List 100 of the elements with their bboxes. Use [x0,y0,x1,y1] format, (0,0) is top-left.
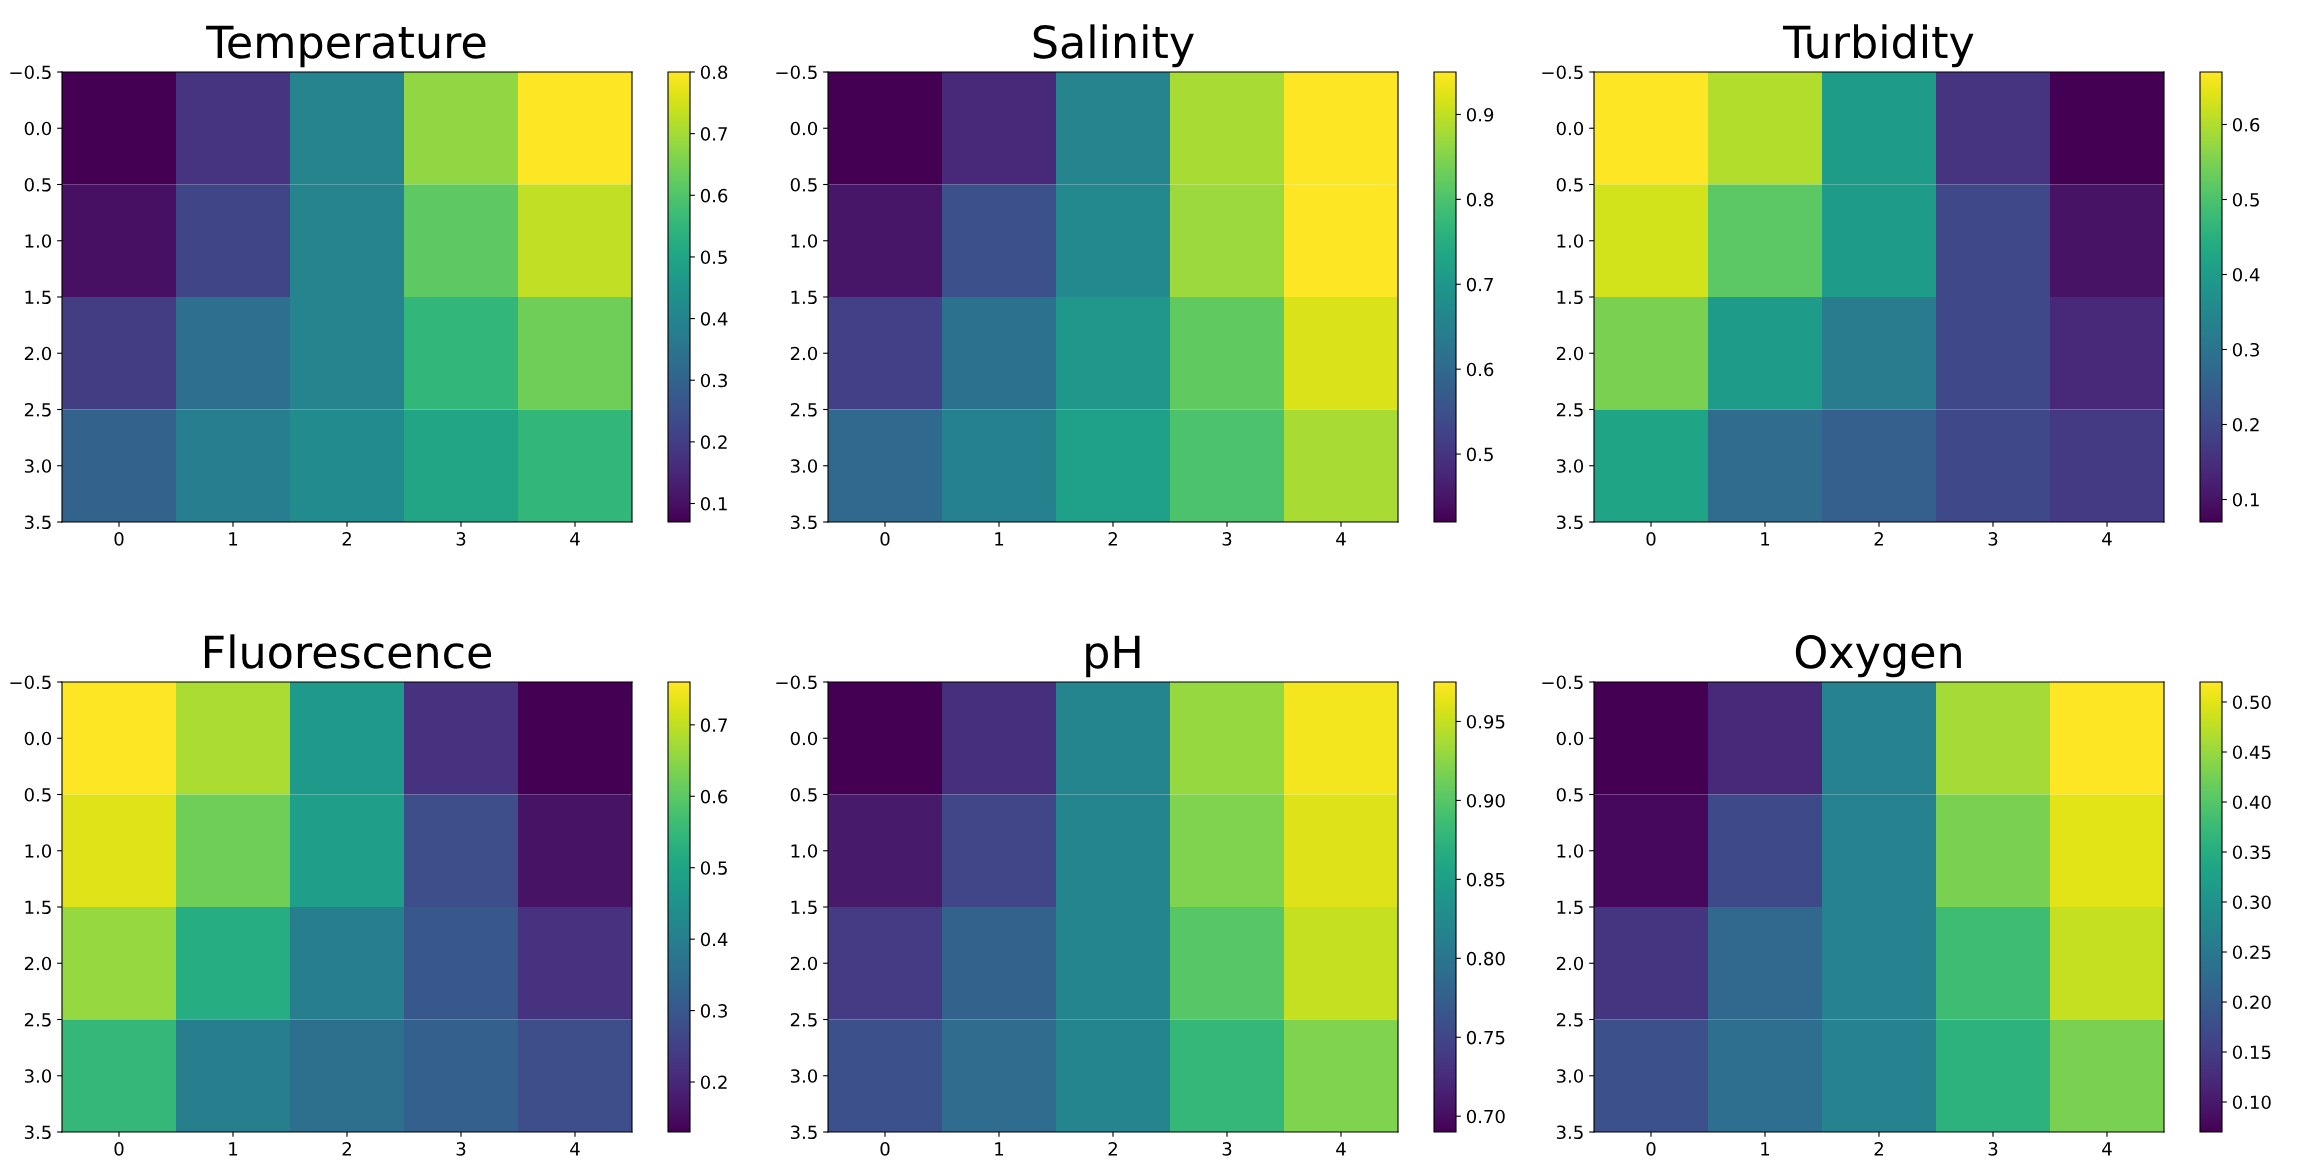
x-tick-label: 0 [114,532,124,546]
color-bar-label: 0.3 [2232,342,2259,357]
y-tick-label: 2.5 [24,1012,51,1027]
y-tick-label: 3.0 [790,459,818,473]
y-tick-label: 2.5 [1556,402,1583,417]
y-tick-label: 3.5 [1556,515,1583,530]
y-tick-label: 0.5 [1556,787,1583,802]
y-tick-label: 2.5 [790,402,817,417]
color-bar-label: 0.70 [1466,1109,1505,1124]
color-bar-label: 0.4 [700,932,728,947]
x-tick-label: 2 [1874,1142,1883,1156]
y-tick-label: 3.5 [24,1125,51,1140]
x-tick-label: 0 [880,532,890,546]
y-tick-label: 1.5 [1557,900,1583,915]
y-tick-label: 1.0 [25,844,52,858]
color-bar-label: 0.95 [1466,714,1505,729]
y-tick-label: 2.0 [790,346,818,361]
y-tick-label: 2.0 [24,346,52,361]
color-bar-label: 0.7 [1466,277,1493,292]
x-tick-label: 0 [1646,1142,1656,1156]
color-bar-label: 0.80 [1466,951,1505,966]
color-bar-label: 0.5 [700,861,727,875]
y-tick-label: 0.0 [790,731,818,746]
y-tick-label: 3.0 [1556,459,1584,473]
color-bar-label: 0.2 [700,1075,727,1090]
color-bar-label: 0.9 [1466,107,1494,122]
y-tick-label: 2.0 [790,956,818,971]
color-bar-label: 0.5 [2232,192,2259,207]
y-tick-label: 1.0 [1557,844,1584,858]
color-bar-label: 0.15 [2232,1045,2271,1060]
y-tick-label: 2.5 [790,1012,817,1027]
y-tick-label: 0.0 [24,731,52,746]
color-bar-label: 0.35 [2232,845,2271,860]
y-tick-label: 2.0 [1556,956,1584,971]
y-tick-label: −0.5 [1542,65,1583,80]
color-bar-label: 0.1 [700,496,727,511]
color-bar-label: 0.5 [700,250,727,265]
y-tick-label: 3.0 [24,459,52,473]
x-tick-label: 1 [1761,532,1770,546]
x-tick-label: 4 [570,532,580,546]
y-tick-label: 2.0 [24,956,52,971]
y-tick-label: 3.5 [1556,1125,1583,1140]
x-tick-label: 4 [570,1142,580,1156]
y-tick-label: −0.5 [776,65,817,80]
x-tick-label: 1 [229,1142,238,1156]
chart-title: Oxygen [1795,635,1961,678]
color-bar-label: 0.8 [700,65,728,80]
y-tick-label: 0.5 [24,177,51,192]
color-bar-label: 0.10 [2232,1095,2271,1110]
y-tick-label: 3.0 [1556,1069,1584,1083]
x-tick-label: 1 [1761,1142,1770,1156]
x-tick-label: 3 [456,532,466,546]
y-tick-label: 0.5 [790,177,817,192]
color-bar-label: 0.7 [700,127,727,141]
y-tick-label: −0.5 [776,675,817,690]
color-bar-label: 0.3 [700,373,727,388]
x-tick-label: 2 [1108,532,1117,546]
chart-title: pH [1086,635,1140,678]
color-bar-label: 0.6 [700,789,728,804]
x-tick-label: 4 [2102,532,2112,546]
x-tick-label: 0 [880,1142,890,1156]
x-tick-label: 2 [342,1142,351,1156]
y-tick-label: 1.5 [25,290,51,305]
y-tick-label: 2.5 [1556,1012,1583,1027]
color-bar-label: 0.8 [1466,192,1494,207]
y-tick-label: 0.0 [24,121,52,136]
y-tick-label: 3.5 [24,515,51,530]
x-tick-label: 4 [1336,532,1346,546]
color-bar-label: 0.3 [700,1004,727,1018]
x-tick-label: 2 [1108,1142,1117,1156]
color-bar-label: 0.90 [1466,793,1505,808]
color-bar-label: 0.20 [2232,995,2271,1010]
chart-title: Turbidity [1783,24,1974,68]
y-tick-label: 1.5 [791,900,817,915]
color-bar-label: 0.6 [1466,362,1494,377]
x-tick-label: 4 [2102,1142,2112,1156]
color-bar-label: 0.45 [2232,745,2271,760]
color-bar-label: 0.7 [700,718,727,732]
x-tick-label: 3 [456,1142,466,1156]
chart-title: Temperature [206,25,486,68]
color-bar-label: 0.25 [2232,945,2271,960]
x-tick-label: 1 [995,532,1004,546]
x-tick-label: 4 [1336,1142,1346,1156]
x-tick-label: 3 [1988,532,1998,546]
x-tick-label: 3 [1988,1142,1998,1156]
x-tick-label: 3 [1222,532,1232,546]
y-tick-label: 1.0 [25,234,52,248]
chart-title: Salinity [1033,24,1194,68]
color-bar-label: 0.75 [1466,1030,1505,1045]
y-tick-label: 3.5 [790,1125,817,1140]
color-bar-label: 0.30 [2232,895,2271,910]
y-tick-label: 2.0 [1556,346,1584,361]
y-tick-label: 0.0 [1556,121,1584,136]
color-bar-label: 0.1 [2232,492,2259,507]
y-tick-label: 3.0 [24,1069,52,1083]
x-tick-label: 0 [1646,532,1656,546]
x-tick-label: 2 [1874,532,1883,546]
color-bar-label: 0.6 [2232,117,2260,132]
x-tick-label: 1 [229,532,238,546]
y-tick-label: 3.5 [790,515,817,530]
